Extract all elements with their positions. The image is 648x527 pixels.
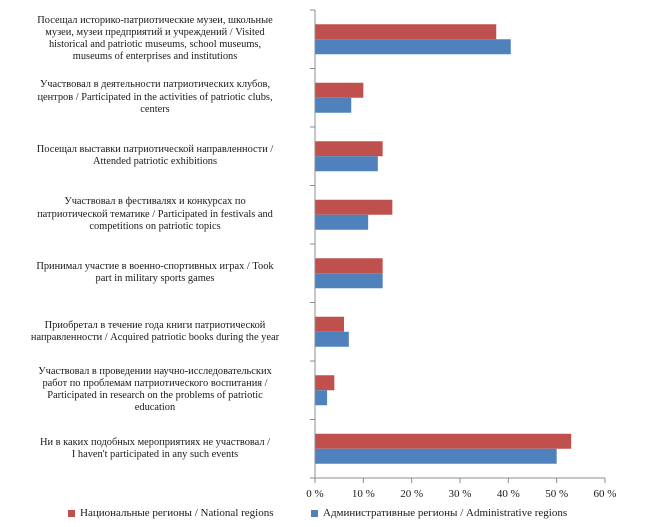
x-tick-label: 0 %	[306, 488, 323, 500]
bar-administrative-2	[315, 97, 352, 113]
category-label-line: Attended patriotic exhibitions	[92, 156, 218, 168]
bar-national-1	[315, 24, 497, 40]
category-label-line: Принимал участие в военно-спортивных игр…	[36, 261, 274, 273]
category-label-line: Участвовал в проведении научно-исследова…	[38, 365, 272, 377]
category-label-line: education	[134, 402, 176, 414]
legend-swatch	[68, 509, 75, 517]
bar-national-5	[315, 258, 383, 274]
x-tick-label: 50 %	[545, 488, 568, 500]
category-label-line: работ по проблемам патриотического воспи…	[42, 378, 268, 390]
legend-item-administrative: Административные регионы / Administrativ…	[311, 505, 567, 521]
category-label-line: Участвовал в фестивалях и конкурсах по	[64, 196, 246, 208]
category-label: Посещал историко-патриотические музеи, ш…	[4, 15, 306, 64]
category-label: Участвовал в проведении научно-исследова…	[4, 366, 306, 415]
category-label: Приобретал в течение года книги патриоти…	[4, 320, 306, 344]
category-label-line: Приобретал в течение года книги патриоти…	[44, 319, 266, 331]
category-label: Посещал выставки патриотической направле…	[4, 144, 306, 168]
bar-administrative-7	[315, 390, 328, 406]
category-label-line: музеи, музеи предприятий и учреждений / …	[45, 27, 265, 39]
bar-national-6	[315, 316, 344, 332]
category-label-line: центров / Participated in the activities…	[37, 91, 273, 103]
category-label: Принимал участие в военно-спортивных игр…	[4, 261, 306, 285]
bar-administrative-6	[315, 331, 349, 347]
category-label-line: museums of enterprises and institutions	[72, 51, 238, 63]
category-label-line: centers	[140, 103, 170, 115]
category-label-line: Ни в каких подобных мероприятиях не учас…	[39, 436, 271, 448]
category-label-line: направленности / Acquired patriotic book…	[30, 331, 280, 343]
category-label-line: Посещал выставки патриотической направле…	[36, 144, 274, 156]
category-label-line: Посещал историко-патриотические музеи, ш…	[37, 14, 273, 26]
x-tick-label: 60 %	[594, 488, 617, 500]
category-label: Ни в каких подобных мероприятиях не учас…	[4, 437, 306, 461]
category-label-line: патриотической тематике / Participated i…	[37, 208, 273, 220]
bar-administrative-3	[315, 156, 378, 172]
legend-label: Национальные регионы / National regions	[80, 507, 274, 519]
bar-national-7	[315, 375, 335, 391]
bar-administrative-5	[315, 273, 383, 289]
category-label: Участвовал в деятельности патриотических…	[4, 79, 306, 116]
bar-national-3	[315, 141, 383, 157]
x-tick-label: 40 %	[497, 488, 520, 500]
bar-national-8	[315, 433, 572, 449]
x-tick-label: 10 %	[352, 488, 375, 500]
category-label-line: Participated in research on the problems…	[47, 390, 263, 402]
bar-national-2	[315, 82, 364, 98]
category-label-line: part in military sports games	[95, 273, 215, 285]
bar-administrative-4	[315, 214, 369, 230]
category-label: Участвовал в фестивалях и конкурсах по па…	[4, 196, 306, 233]
category-label-line: competitions on patriotic topics	[89, 220, 221, 232]
x-tick-label: 20 %	[400, 488, 423, 500]
category-label-line: I haven't participated in any such event…	[71, 448, 239, 460]
category-label-line: historical and patriotic museums, school…	[48, 39, 262, 51]
category-label-line: Участвовал в деятельности патриотических…	[39, 79, 271, 91]
legend-item-national: Национальные регионы / National regions	[68, 505, 274, 521]
legend-swatch	[311, 509, 318, 517]
x-tick-label: 30 %	[449, 488, 472, 500]
bar-administrative-1	[315, 39, 511, 55]
bar-administrative-8	[315, 448, 557, 464]
legend-label: Административные регионы / Administrativ…	[323, 507, 568, 519]
bar-national-4	[315, 199, 393, 215]
